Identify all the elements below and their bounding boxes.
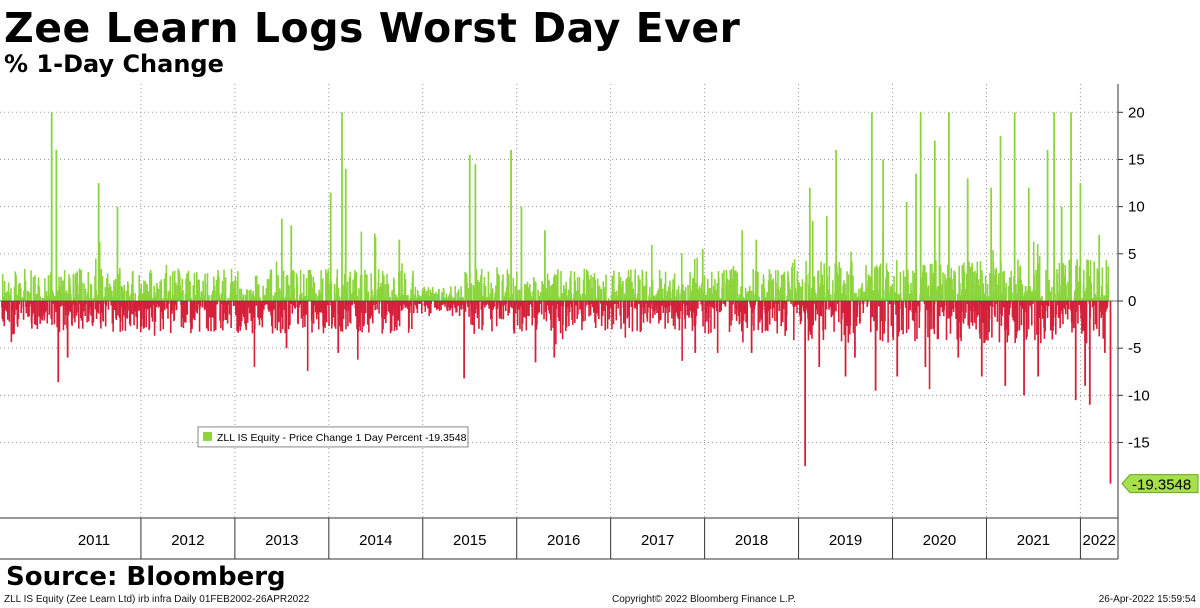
y-tick-label: -10 [1128,387,1150,404]
x-tick-label: 2015 [453,532,486,549]
x-tick-label: 2020 [923,532,956,549]
x-tick-label: 2021 [1017,532,1050,549]
legend-box [197,426,469,448]
last-value-label: -19.3548 [1132,477,1191,494]
y-tick-label: 0 [1128,293,1136,310]
x-tick-label: 2018 [735,532,768,549]
x-tick-label: 2013 [265,532,298,549]
x-tick-label: 2019 [829,532,862,549]
x-tick-label: 2011 [78,532,110,549]
x-tick-label: 2016 [547,532,580,549]
chart-subtitle: % 1-Day Change [4,50,224,78]
y-tick-label: -5 [1128,340,1141,357]
x-tick-label: 2012 [171,532,204,549]
y-tick-label: 5 [1128,246,1136,263]
x-tick-label: 2014 [359,532,392,549]
x-tick-label: 2017 [641,532,674,549]
footer-ticker-info: ZLL IS Equity (Zee Learn Ltd) irb infra … [4,594,310,605]
legend-swatch [203,431,212,441]
footer-timestamp: 26-Apr-2022 15:59:54 [1098,594,1196,605]
legend-text: ZLL IS Equity - Price Change 1 Day Perce… [217,432,467,444]
y-tick-label: 10 [1128,199,1145,216]
chart-title: Zee Learn Logs Worst Day Ever [4,4,741,52]
footer-copyright: Copyright© 2022 Bloomberg Finance L.P. [612,594,796,605]
last-value-badge [1121,474,1199,494]
y-tick-label: 20 [1128,104,1145,121]
y-tick-label: -15 [1128,435,1150,452]
y-tick-label: 15 [1128,151,1145,168]
source-note: Source: Bloomberg [6,562,286,592]
x-tick-label: 2022 [1083,532,1116,549]
